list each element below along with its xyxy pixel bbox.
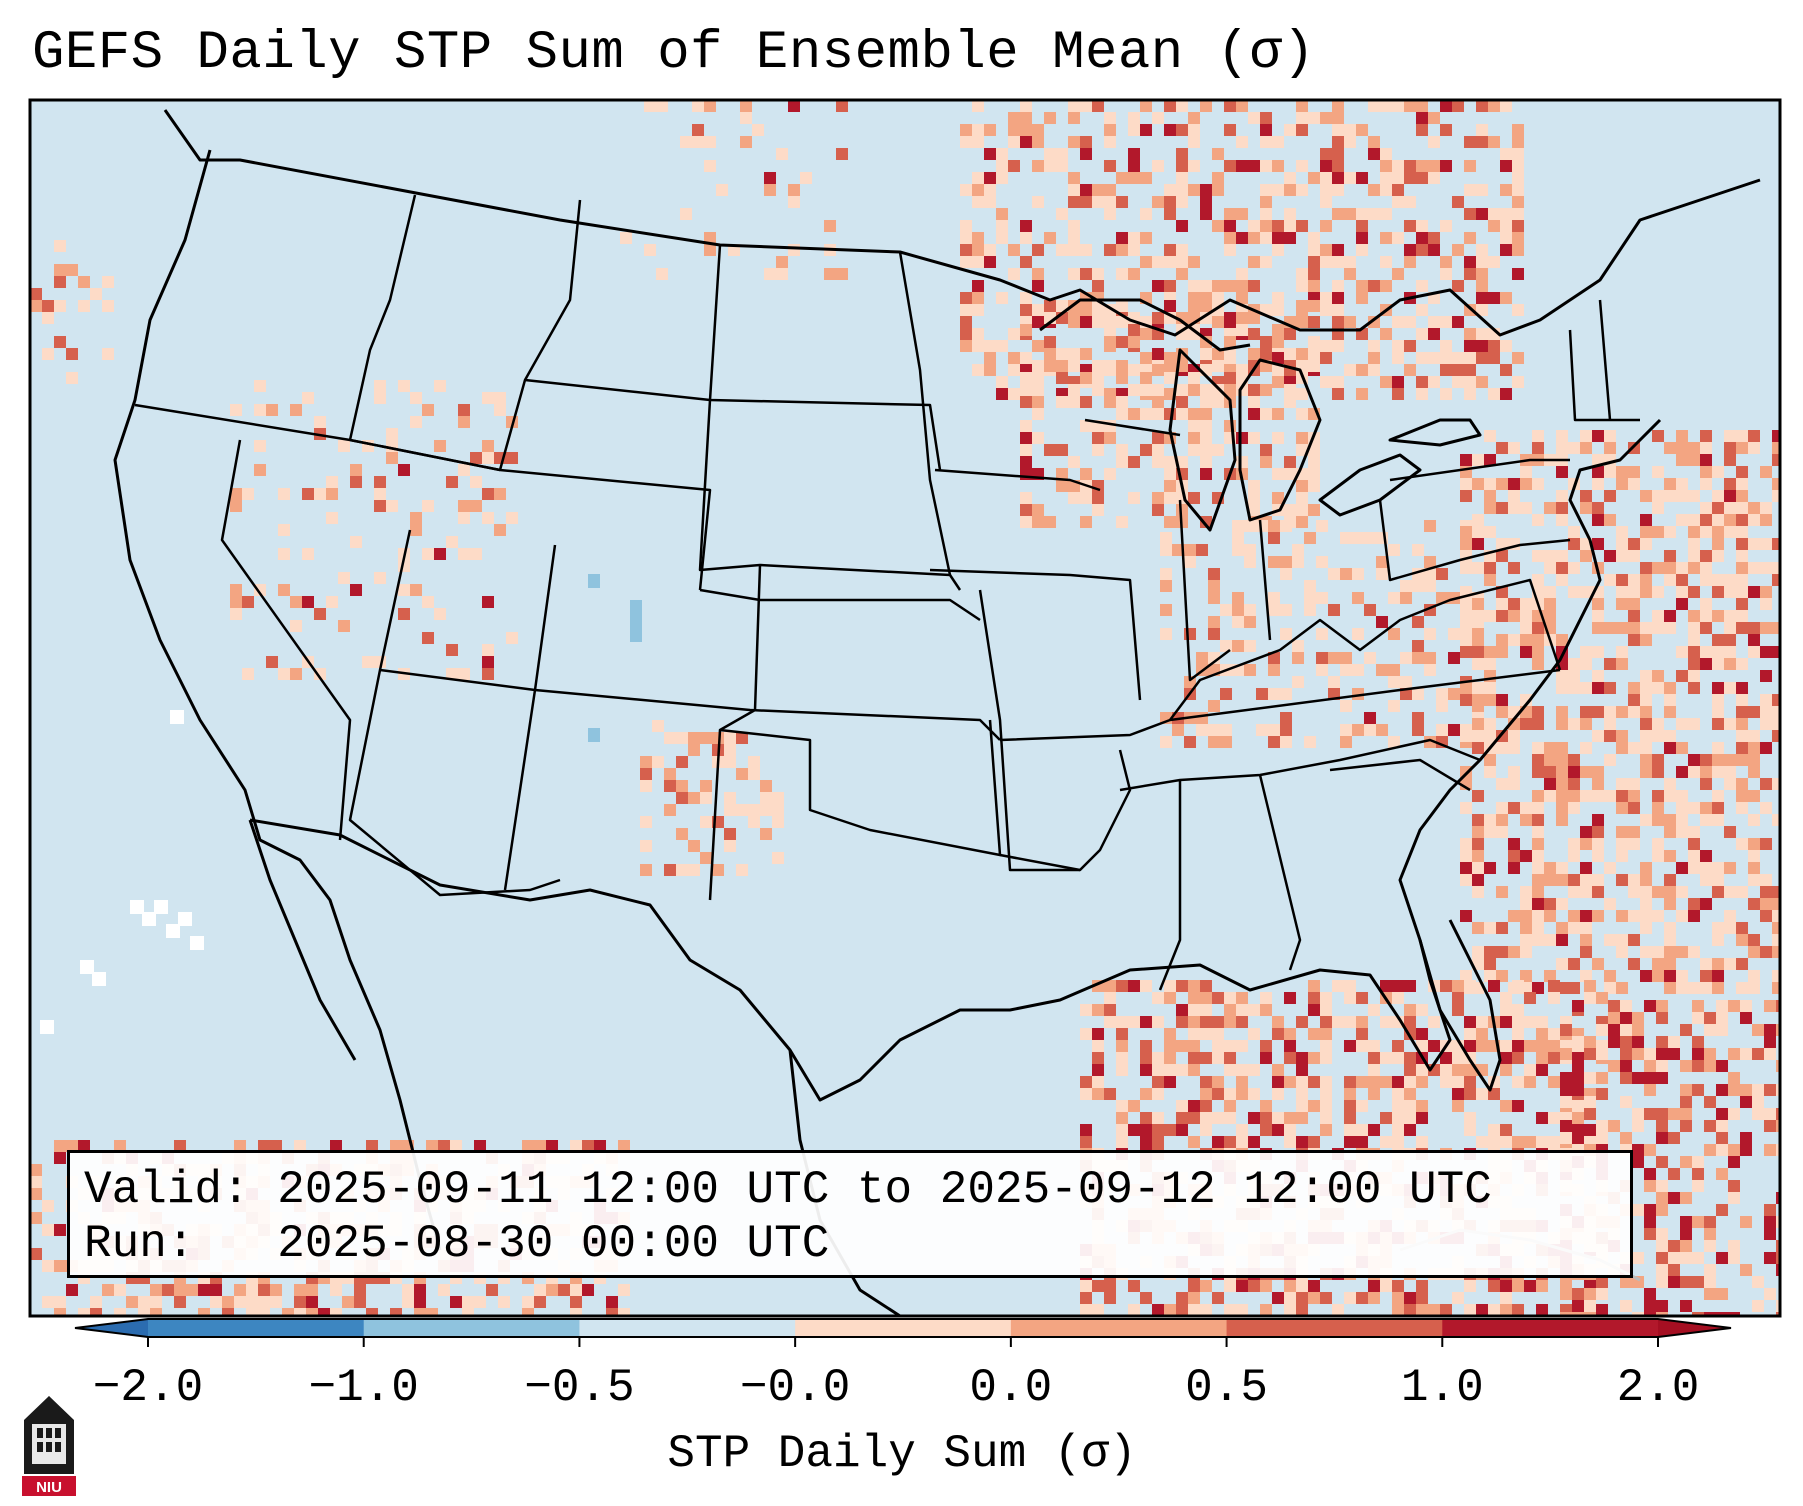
state-borders	[134, 194, 1640, 991]
colorbar-tick-label: 2.0	[1616, 1362, 1700, 1414]
colorbar-over-arrow	[1658, 1319, 1731, 1337]
colorbar-segment	[795, 1319, 1012, 1337]
validity-info-box: Valid: 2025-09-11 12:00 UTC to 2025-09-1…	[67, 1150, 1633, 1278]
valid-line: Valid: 2025-09-11 12:00 UTC to 2025-09-1…	[84, 1163, 1616, 1217]
run-line: Run: 2025-08-30 00:00 UTC	[84, 1217, 1616, 1271]
colorbar-segment	[148, 1319, 365, 1337]
colorbar-tick-label: −0.0	[739, 1362, 851, 1414]
map-title: GEFS Daily STP Sum of Ensemble Mean (σ)	[32, 23, 1316, 84]
colorbar-tick-label: 1.0	[1400, 1362, 1484, 1414]
colorbar-segment	[1226, 1319, 1443, 1337]
colorbar-segment	[363, 1319, 580, 1337]
valid-label: Valid:	[84, 1164, 250, 1216]
map-frame	[28, 98, 1782, 1318]
niu-building-icon	[24, 1396, 74, 1474]
colorbar-segments	[148, 1319, 1659, 1337]
colorbar-tick-label: 0.5	[1185, 1362, 1268, 1414]
run-value: 2025-08-30 00:00 UTC	[277, 1218, 830, 1270]
colorbar-tick-label: −2.0	[92, 1362, 204, 1414]
niu-logo: NIU	[22, 1396, 76, 1496]
valid-value: 2025-09-11 12:00 UTC to 2025-09-12 12:00…	[277, 1164, 1492, 1216]
colorbar-tick-label: −1.0	[308, 1362, 419, 1414]
colorbar-tick-label: 0.0	[969, 1362, 1053, 1414]
colorbar-segment	[1010, 1319, 1228, 1337]
logo-text: NIU	[36, 1479, 62, 1496]
colorbar-tick-label: −0.5	[524, 1362, 635, 1414]
colorbar-label: STP Daily Sum (σ)	[667, 1428, 1137, 1480]
colorbar-under-arrow	[75, 1319, 148, 1337]
colorbar-ticks	[147, 1337, 1659, 1347]
colorbar-segment	[579, 1319, 796, 1337]
colorbar-segment	[1442, 1319, 1659, 1337]
run-label: Run:	[84, 1218, 195, 1270]
